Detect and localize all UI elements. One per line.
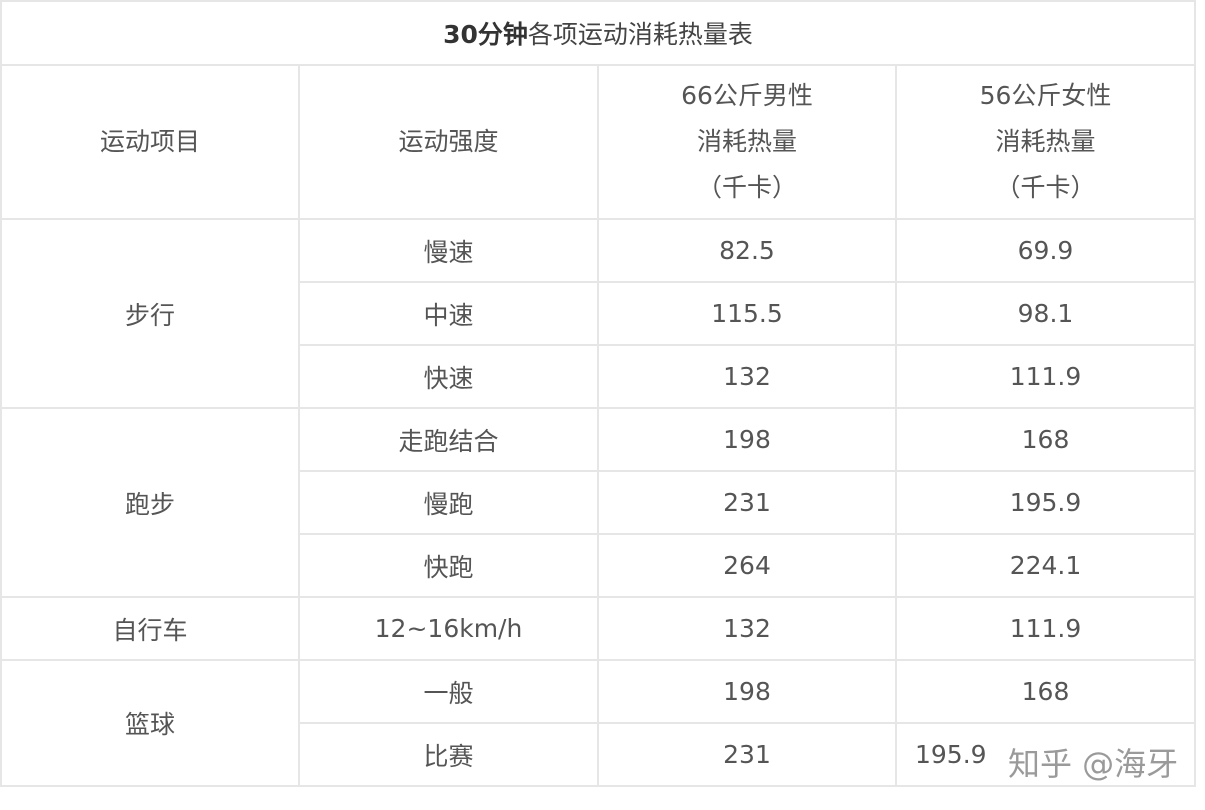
male-calories-cell: 132 [597,596,897,661]
table-row: 快跑 264 224.1 [1,533,1196,598]
female-calories-cell: 168 [895,659,1196,724]
header-male-line: 66公斤男性 [681,81,813,110]
intensity-cell: 中速 [298,281,599,346]
table-row: 快速 132 111.9 [1,344,1196,409]
female-calories-cell: 195.9 [895,470,1196,535]
intensity-cell: 12~16km/h [298,596,599,661]
male-calories-cell: 231 [597,470,897,535]
male-calories-cell: 132 [597,344,897,409]
female-calories-cell: 98.1 [895,281,1196,346]
header-sport: 运动项目 [0,64,300,220]
header-female: 56公斤女性 消耗热量 （千卡） [895,64,1196,220]
header-male-line: 消耗热量 [696,127,797,156]
table-row: 步行 慢速 82.5 69.9 [0,218,1196,409]
intensity-cell: 一般 [298,659,599,724]
female-calories-cell: 168 [895,407,1196,472]
female-calories-cell: 111.9 [895,344,1196,409]
female-calories-cell: 69.9 [895,218,1196,283]
title-row: 30分钟各项运动消耗热量表 [0,0,1196,66]
male-calories-cell: 198 [597,407,897,472]
title-bold: 30分钟 [443,20,528,49]
intensity-cell: 慢跑 [298,470,599,535]
calorie-table: 30分钟各项运动消耗热量表 运动项目 运动强度 66公斤男性 消耗热量 （千卡） 5… [0,0,1196,787]
header-female-line: （千卡） [995,173,1096,202]
intensity-cell: 走跑结合 [298,407,599,472]
intensity-cell: 快速 [298,344,599,409]
table-row: 跑步 走跑结合 198 168 [0,407,1196,598]
watermark: 知乎 @海牙 [1008,745,1179,783]
table-title: 30分钟各项运动消耗热量表 [0,0,1196,66]
table-row: 自行车 12~16km/h 132 111.9 [0,596,1196,661]
intensity-cell: 快跑 [298,533,599,598]
sport-cell: 自行车 [0,596,300,661]
header-female-line: 56公斤女性 [979,81,1112,110]
female-calories-cell: 111.9 [895,596,1196,661]
table-row: 比赛 231 195.9 [1,722,1196,787]
male-calories-cell: 198 [597,659,897,724]
table-row: 篮球 一般 198 168 [0,659,1196,787]
male-calories-cell: 115.5 [597,281,897,346]
intensity-cell: 比赛 [298,722,599,787]
table-row: 中速 115.5 98.1 [1,281,1196,346]
header-intensity: 运动强度 [298,64,599,220]
title-rest: 各项运动消耗热量表 [527,20,753,49]
header-female-line: 消耗热量 [995,127,1096,156]
sport-cell: 篮球 [0,659,300,787]
female-calories-cell: 195.9 [895,722,1196,787]
male-calories-cell: 231 [597,722,897,787]
male-calories-cell: 264 [597,533,897,598]
intensity-cell: 慢速 [298,218,599,283]
header-male-line: （千卡） [696,173,797,202]
sport-cell: 步行 [0,218,300,409]
female-calories-cell: 224.1 [895,533,1196,598]
sport-cell: 跑步 [0,407,300,598]
header-male: 66公斤男性 消耗热量 （千卡） [597,64,897,220]
male-calories-cell: 82.5 [597,218,897,283]
table-row: 慢跑 231 195.9 [1,470,1196,535]
header-row: 运动项目 运动强度 66公斤男性 消耗热量 （千卡） 56公斤女性 消耗热量 （千卡） [0,64,1196,220]
